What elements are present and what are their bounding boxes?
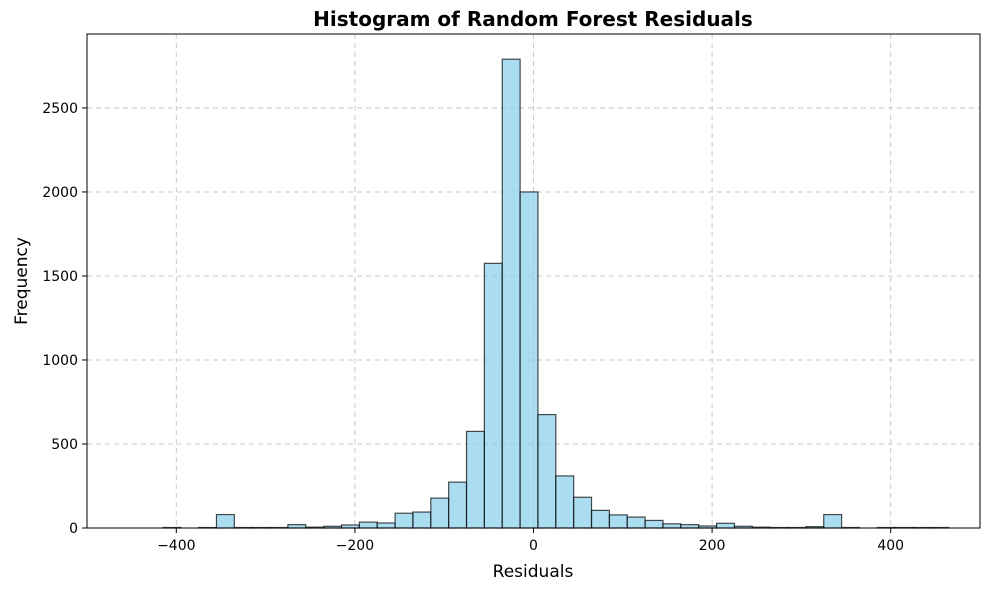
- x-axis-label: Residuals: [493, 562, 574, 582]
- histogram-bar: [555, 475, 575, 529]
- histogram-bar: [715, 522, 736, 529]
- histogram-bar: [644, 519, 664, 529]
- y-tick-label: 2500: [42, 101, 78, 117]
- y-tick-label: 1500: [42, 269, 78, 285]
- y-axis-ticks: 0 500 1000 1500 2000 2500: [42, 101, 87, 537]
- histogram-bar: [465, 430, 485, 529]
- x-tick-label: 200: [699, 538, 726, 554]
- x-tick-label: −200: [336, 538, 374, 554]
- histogram-bar: [501, 58, 521, 529]
- histogram-bar: [680, 524, 700, 529]
- histogram-bar: [590, 509, 611, 529]
- histogram-bar: [537, 413, 557, 529]
- y-axis-label: Frequency: [12, 237, 32, 325]
- histogram-bar: [394, 512, 414, 529]
- bars: [162, 58, 950, 529]
- y-tick-label: 1000: [42, 353, 78, 369]
- histogram-bar: [376, 522, 396, 529]
- x-tick-label: −400: [157, 538, 195, 554]
- histogram-bar: [287, 524, 307, 529]
- histogram-bar: [412, 511, 432, 529]
- histogram-bar: [483, 262, 503, 529]
- x-tick-label: 0: [529, 538, 538, 554]
- histogram-bar: [430, 497, 450, 529]
- histogram-bar: [448, 481, 468, 529]
- x-axis-ticks: −400 −200 0 200 400: [157, 528, 904, 554]
- histogram-bar: [662, 523, 682, 529]
- histogram-bar: [519, 191, 539, 529]
- chart-title: Histogram of Random Forest Residuals: [313, 7, 753, 31]
- histogram-bar: [215, 513, 235, 529]
- y-tick-label: 0: [69, 521, 78, 537]
- histogram-bar: [573, 496, 593, 529]
- x-tick-label: 400: [877, 538, 904, 554]
- histogram-bar: [608, 514, 628, 529]
- y-tick-label: 500: [51, 437, 78, 453]
- histogram-bar: [626, 516, 646, 529]
- histogram-bar: [823, 513, 843, 529]
- histogram-bar: [358, 521, 378, 529]
- y-tick-label: 2000: [42, 185, 78, 201]
